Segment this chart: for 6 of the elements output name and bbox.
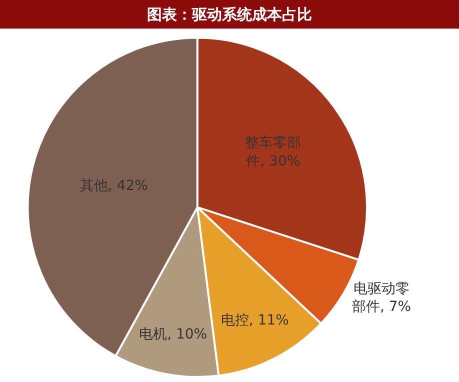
slice-label: 其他, 42% [80, 178, 148, 194]
slice-label: 电控, 11% [220, 312, 289, 328]
chart-title: 图表：驱动系统成本占比 [147, 5, 312, 24]
slice-label: 电驱动零部件, 7% [352, 281, 412, 316]
slice-label: 整车零部件, 30% [245, 135, 302, 170]
slice-label: 电机, 10% [139, 326, 208, 343]
